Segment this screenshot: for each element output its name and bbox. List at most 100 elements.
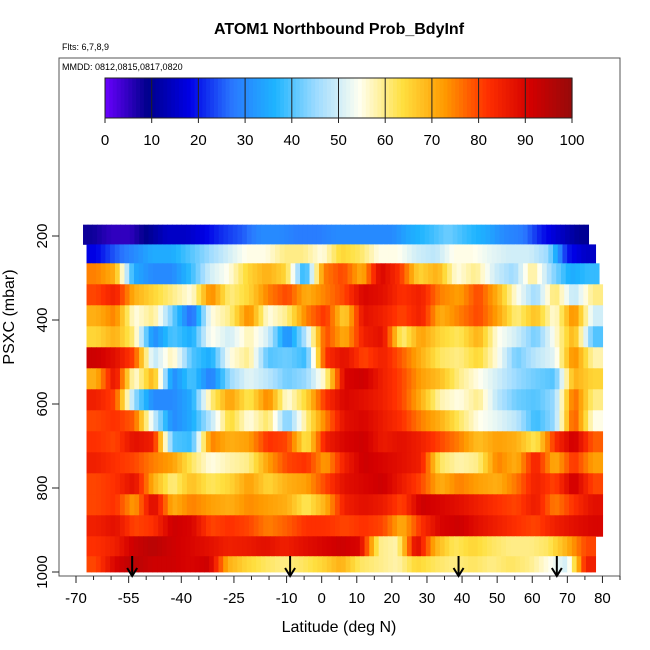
- heatmap-cell: [272, 473, 279, 495]
- heatmap-cell: [86, 305, 92, 327]
- heatmap-cell: [502, 452, 508, 474]
- heatmap-cell: [270, 244, 276, 264]
- heatmap-cell: [569, 452, 575, 474]
- heatmap-cell: [425, 515, 432, 537]
- heatmap-cell: [110, 284, 116, 306]
- heatmap-cell: [526, 473, 532, 495]
- heatmap-cell: [581, 556, 587, 573]
- heatmap-cell: [387, 431, 393, 453]
- heatmap-cell: [506, 473, 513, 495]
- heatmap-cell: [227, 536, 234, 557]
- colorbar-segment: [217, 78, 223, 118]
- heatmap-cell: [368, 494, 374, 516]
- colorbar-segment: [428, 78, 433, 118]
- heatmap-cell: [311, 494, 317, 516]
- heatmap-cell: [320, 368, 326, 390]
- heatmap-cell: [554, 284, 561, 306]
- heatmap-cell: [201, 284, 207, 306]
- heatmap-cell: [119, 494, 126, 516]
- heatmap-cell: [334, 326, 341, 348]
- heatmap-cell: [416, 410, 422, 432]
- heatmap-cell: [449, 473, 455, 495]
- heatmap-cell: [182, 410, 188, 432]
- heatmap-cell: [537, 263, 543, 285]
- heatmap-cell: [435, 431, 441, 453]
- heatmap-cell: [287, 473, 293, 495]
- heatmap-cell: [487, 494, 494, 516]
- heatmap-cell: [425, 556, 432, 573]
- heatmap-cell: [205, 389, 212, 411]
- heatmap-cell: [339, 305, 346, 327]
- heatmap-cell: [158, 431, 164, 453]
- heatmap-cell: [506, 410, 513, 432]
- colorbar-segment: [342, 78, 347, 118]
- heatmap-cell: [535, 305, 541, 327]
- heatmap-cell: [392, 368, 398, 390]
- heatmap-cell: [449, 347, 455, 369]
- heatmap-cell: [583, 368, 589, 390]
- heatmap-cell: [483, 284, 489, 306]
- heatmap-cell: [478, 347, 484, 369]
- heatmap-cell: [213, 244, 220, 264]
- heatmap-cell: [157, 556, 163, 573]
- heatmap-cell: [110, 347, 116, 369]
- heatmap-cell: [458, 536, 465, 557]
- heatmap-cell: [590, 536, 597, 557]
- x-axis-label: Latitude (deg N): [282, 619, 397, 636]
- heatmap-cell: [459, 515, 465, 537]
- heatmap-cell: [549, 431, 556, 453]
- heatmap-cell: [340, 556, 347, 573]
- heatmap-cell: [355, 556, 361, 573]
- heatmap-cell: [248, 305, 255, 327]
- heatmap-cell: [502, 473, 508, 495]
- heatmap-cell: [411, 515, 417, 537]
- heatmap-cell: [205, 347, 212, 369]
- heatmap-cell: [454, 368, 460, 390]
- heatmap-cell: [489, 263, 496, 285]
- heatmap-cell: [573, 389, 580, 411]
- heatmap-cell: [459, 284, 465, 306]
- heatmap-cell: [115, 515, 121, 537]
- heatmap-cell: [229, 473, 236, 495]
- heatmap-cell: [444, 305, 451, 327]
- heatmap-cell: [115, 431, 121, 453]
- heatmap-cell: [232, 556, 238, 573]
- colorbar-segment: [490, 78, 495, 118]
- heatmap-cell: [224, 263, 230, 285]
- heatmap-cell: [401, 473, 408, 495]
- heatmap-cell: [100, 515, 107, 537]
- heatmap-cell: [86, 347, 92, 369]
- heatmap-cell: [399, 263, 406, 285]
- heatmap-cell: [287, 305, 293, 327]
- heatmap-cell: [115, 224, 122, 245]
- heatmap-cell: [239, 347, 245, 369]
- heatmap-cell: [200, 224, 206, 245]
- heatmap-cell: [406, 556, 413, 573]
- heatmap-cell: [592, 305, 599, 327]
- heatmap-cell: [218, 556, 224, 573]
- heatmap-cell: [499, 224, 505, 245]
- heatmap-cell: [306, 494, 312, 516]
- heatmap-cell: [554, 473, 561, 495]
- heatmap-cell: [515, 556, 521, 573]
- heatmap-cell: [435, 515, 441, 537]
- heatmap-cell: [567, 556, 573, 573]
- heatmap-cell: [148, 410, 155, 432]
- heatmap-cell: [506, 326, 513, 348]
- heatmap-cell: [225, 284, 231, 306]
- heatmap-cell: [143, 536, 149, 557]
- heatmap-cell: [110, 305, 116, 327]
- heatmap-cell: [520, 244, 526, 264]
- heatmap-cell: [345, 556, 352, 573]
- heatmap-cell: [232, 224, 239, 245]
- heatmap-cell: [429, 224, 435, 245]
- heatmap-cell: [199, 556, 205, 573]
- heatmap-cell: [345, 224, 351, 245]
- heatmap-cell: [588, 494, 594, 516]
- heatmap-cell: [483, 452, 489, 474]
- heatmap-cell: [387, 410, 393, 432]
- heatmap-cell: [339, 368, 346, 390]
- heatmap-cell: [204, 556, 210, 573]
- heatmap-cell: [220, 473, 226, 495]
- heatmap-cell: [234, 410, 240, 432]
